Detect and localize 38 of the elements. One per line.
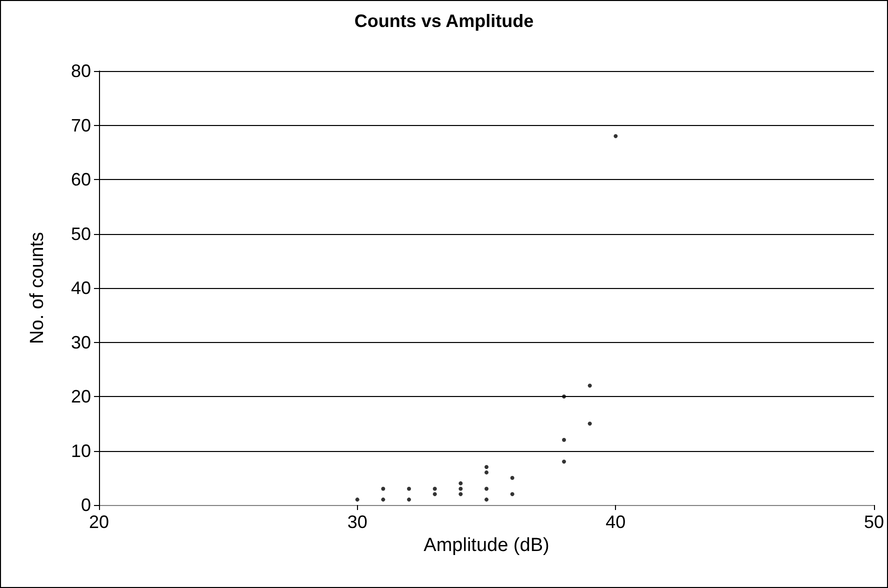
point bbox=[484, 498, 488, 502]
point bbox=[432, 486, 437, 491]
y-tick-label: 80 bbox=[70, 61, 91, 81]
y-tick-label: 60 bbox=[70, 170, 91, 190]
y-tick-label: 30 bbox=[70, 332, 91, 352]
point bbox=[562, 394, 566, 398]
chart-title: Counts vs Amplitude bbox=[354, 11, 534, 31]
y-tick-label: 20 bbox=[70, 386, 91, 406]
point bbox=[407, 486, 411, 491]
y-axis-title: No. of counts bbox=[27, 232, 48, 344]
point bbox=[458, 481, 463, 486]
y-tick-label: 40 bbox=[70, 278, 91, 298]
point bbox=[588, 422, 592, 426]
y-tick-label: 10 bbox=[70, 440, 91, 461]
point bbox=[407, 498, 411, 502]
point bbox=[355, 498, 360, 502]
point bbox=[588, 384, 592, 388]
x-tick-label: 20 bbox=[88, 512, 110, 532]
y-tick-label: 0 bbox=[80, 495, 91, 515]
x-tick-label: 50 bbox=[864, 512, 884, 532]
point bbox=[458, 492, 463, 496]
point bbox=[614, 134, 618, 138]
point bbox=[510, 476, 514, 480]
point bbox=[484, 470, 488, 474]
x-tick-label: 40 bbox=[606, 512, 626, 532]
x-axis-title: Amplitude (dB) bbox=[424, 534, 550, 556]
y-tick-label: 70 bbox=[70, 115, 91, 136]
point bbox=[432, 492, 437, 496]
x-tick-label: 30 bbox=[347, 512, 368, 532]
point bbox=[458, 486, 463, 491]
point bbox=[562, 438, 566, 442]
point bbox=[484, 486, 488, 491]
point bbox=[562, 460, 566, 464]
point bbox=[510, 492, 514, 496]
y-tick-label: 50 bbox=[70, 224, 91, 244]
point bbox=[381, 486, 386, 491]
point bbox=[484, 465, 488, 470]
point bbox=[381, 498, 386, 502]
